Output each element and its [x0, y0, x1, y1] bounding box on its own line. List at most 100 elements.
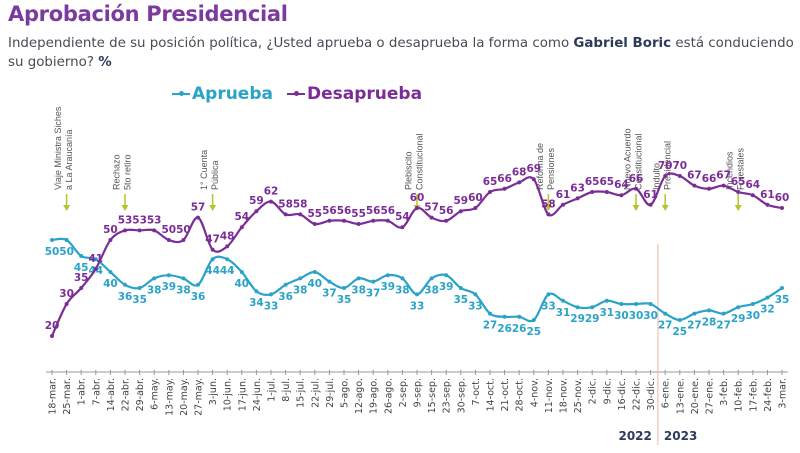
- data-point-aprueba: [663, 311, 668, 316]
- data-label-aprueba: 36: [191, 291, 206, 303]
- data-point-desaprueba: [342, 218, 346, 223]
- data-point-aprueba: [648, 302, 653, 306]
- data-point-desaprueba: [473, 206, 478, 210]
- data-label-desaprueba: 58: [278, 198, 293, 210]
- data-label-desaprueba: 60: [468, 192, 483, 204]
- annotation-label: Presidencial: [663, 141, 673, 190]
- data-point-aprueba: [780, 286, 784, 290]
- data-label-aprueba: 33: [410, 300, 425, 312]
- data-label-desaprueba: 56: [380, 205, 395, 217]
- data-label-aprueba: 30: [614, 310, 629, 322]
- data-label-desaprueba: 58: [541, 198, 556, 210]
- data-label-desaprueba: 55: [351, 208, 366, 220]
- annotation-label: Incendios: [725, 151, 735, 190]
- data-label-aprueba: 35: [453, 294, 468, 306]
- data-label-aprueba: 27: [716, 320, 731, 332]
- data-point-desaprueba: [663, 174, 668, 178]
- data-label-aprueba: 38: [147, 284, 162, 296]
- data-point-desaprueba: [137, 228, 142, 233]
- x-tick-label: 21-oct.: [500, 378, 511, 411]
- data-label-aprueba: 31: [556, 307, 571, 319]
- data-label-aprueba: 45: [74, 262, 89, 274]
- data-label-aprueba: 50: [59, 246, 74, 258]
- data-point-aprueba: [79, 254, 84, 258]
- x-tick-label: 2-dic.: [588, 378, 599, 404]
- data-label-aprueba: 30: [629, 310, 644, 322]
- data-label-aprueba: 50: [45, 246, 60, 258]
- data-label-desaprueba: 59: [249, 195, 264, 207]
- data-label-aprueba: 38: [395, 284, 410, 296]
- data-point-desaprueba: [181, 238, 186, 242]
- data-point-aprueba: [385, 273, 390, 278]
- data-label-desaprueba: 63: [570, 182, 585, 194]
- annotation-label: Plebiscito: [404, 151, 414, 190]
- data-label-aprueba: 36: [278, 291, 293, 303]
- data-label-aprueba: 38: [424, 284, 439, 296]
- data-point-desaprueba: [254, 209, 259, 214]
- data-label-aprueba: 40: [234, 278, 249, 290]
- x-tick-label: 11-nov.: [544, 378, 555, 413]
- data-point-aprueba: [137, 286, 142, 290]
- data-label-aprueba: 38: [351, 284, 366, 296]
- legend-item-desaprueba: Desaprueba: [286, 84, 422, 104]
- x-tick-label: 10-feb.: [734, 378, 745, 412]
- data-label-desaprueba: 69: [526, 163, 541, 175]
- data-point-desaprueba: [765, 202, 770, 207]
- annotation-arrow-icon: [734, 205, 742, 211]
- data-label-aprueba: 30: [643, 310, 658, 322]
- x-tick-label: 3-jun.: [208, 378, 219, 405]
- data-point-desaprueba: [123, 228, 127, 233]
- data-label-desaprueba: 65: [585, 176, 600, 188]
- data-label-aprueba: 37: [322, 288, 337, 300]
- data-point-desaprueba: [50, 334, 54, 338]
- data-point-desaprueba: [458, 209, 463, 214]
- x-tick-label: 17-feb.: [748, 378, 759, 412]
- data-point-aprueba: [590, 305, 595, 310]
- data-label-aprueba: 31: [599, 307, 614, 319]
- data-point-aprueba: [400, 276, 405, 281]
- data-point-desaprueba: [298, 212, 303, 217]
- data-point-aprueba: [196, 282, 200, 287]
- data-label-aprueba: 44: [220, 265, 235, 277]
- data-point-desaprueba: [590, 190, 595, 194]
- data-point-aprueba: [546, 292, 551, 297]
- data-label-desaprueba: 66: [702, 173, 717, 185]
- data-point-aprueba: [93, 257, 98, 262]
- data-label-desaprueba: 67: [687, 170, 702, 182]
- data-point-aprueba: [692, 311, 697, 316]
- data-label-aprueba: 29: [731, 313, 746, 325]
- legend-swatch-aprueba: [172, 91, 190, 96]
- data-label-aprueba: 26: [512, 323, 527, 335]
- chart-title: Aprobación Presidencial: [8, 2, 288, 26]
- annotation-label: Pública: [210, 160, 220, 190]
- x-tick-label: 9-sep.: [413, 378, 424, 407]
- data-point-aprueba: [327, 279, 332, 284]
- x-tick-label: 22-abr.: [121, 378, 132, 411]
- data-label-desaprueba: 65: [483, 176, 498, 188]
- data-point-aprueba: [502, 314, 507, 319]
- data-point-desaprueba: [283, 212, 288, 217]
- data-label-desaprueba: 61: [556, 189, 571, 201]
- data-label-desaprueba: 47: [205, 234, 220, 246]
- data-point-aprueba: [342, 286, 346, 290]
- annotation-label: Reforma de: [535, 143, 545, 190]
- data-label-aprueba: 35: [132, 294, 147, 306]
- data-label-aprueba: 38: [176, 284, 191, 296]
- x-tick-label: 29-abr.: [135, 378, 146, 411]
- x-tick-label: 8-jul.: [281, 378, 292, 402]
- data-label-desaprueba: 56: [439, 205, 454, 217]
- data-point-desaprueba: [780, 206, 784, 210]
- data-label-aprueba: 32: [760, 304, 775, 316]
- x-tick-label: 15-sep.: [427, 378, 438, 413]
- data-label-desaprueba: 30: [59, 288, 74, 300]
- data-point-desaprueba: [750, 193, 755, 198]
- data-label-desaprueba: 61: [760, 189, 775, 201]
- data-point-desaprueba: [619, 193, 624, 198]
- data-label-desaprueba: 53: [147, 214, 162, 226]
- data-label-desaprueba: 60: [410, 192, 425, 204]
- annotation-label: 5to retiro: [123, 154, 133, 190]
- annotation-label: Viaje Ministra Siches: [53, 106, 63, 190]
- data-point-desaprueba: [385, 218, 390, 223]
- data-label-aprueba: 29: [570, 313, 585, 325]
- data-point-aprueba: [356, 276, 361, 281]
